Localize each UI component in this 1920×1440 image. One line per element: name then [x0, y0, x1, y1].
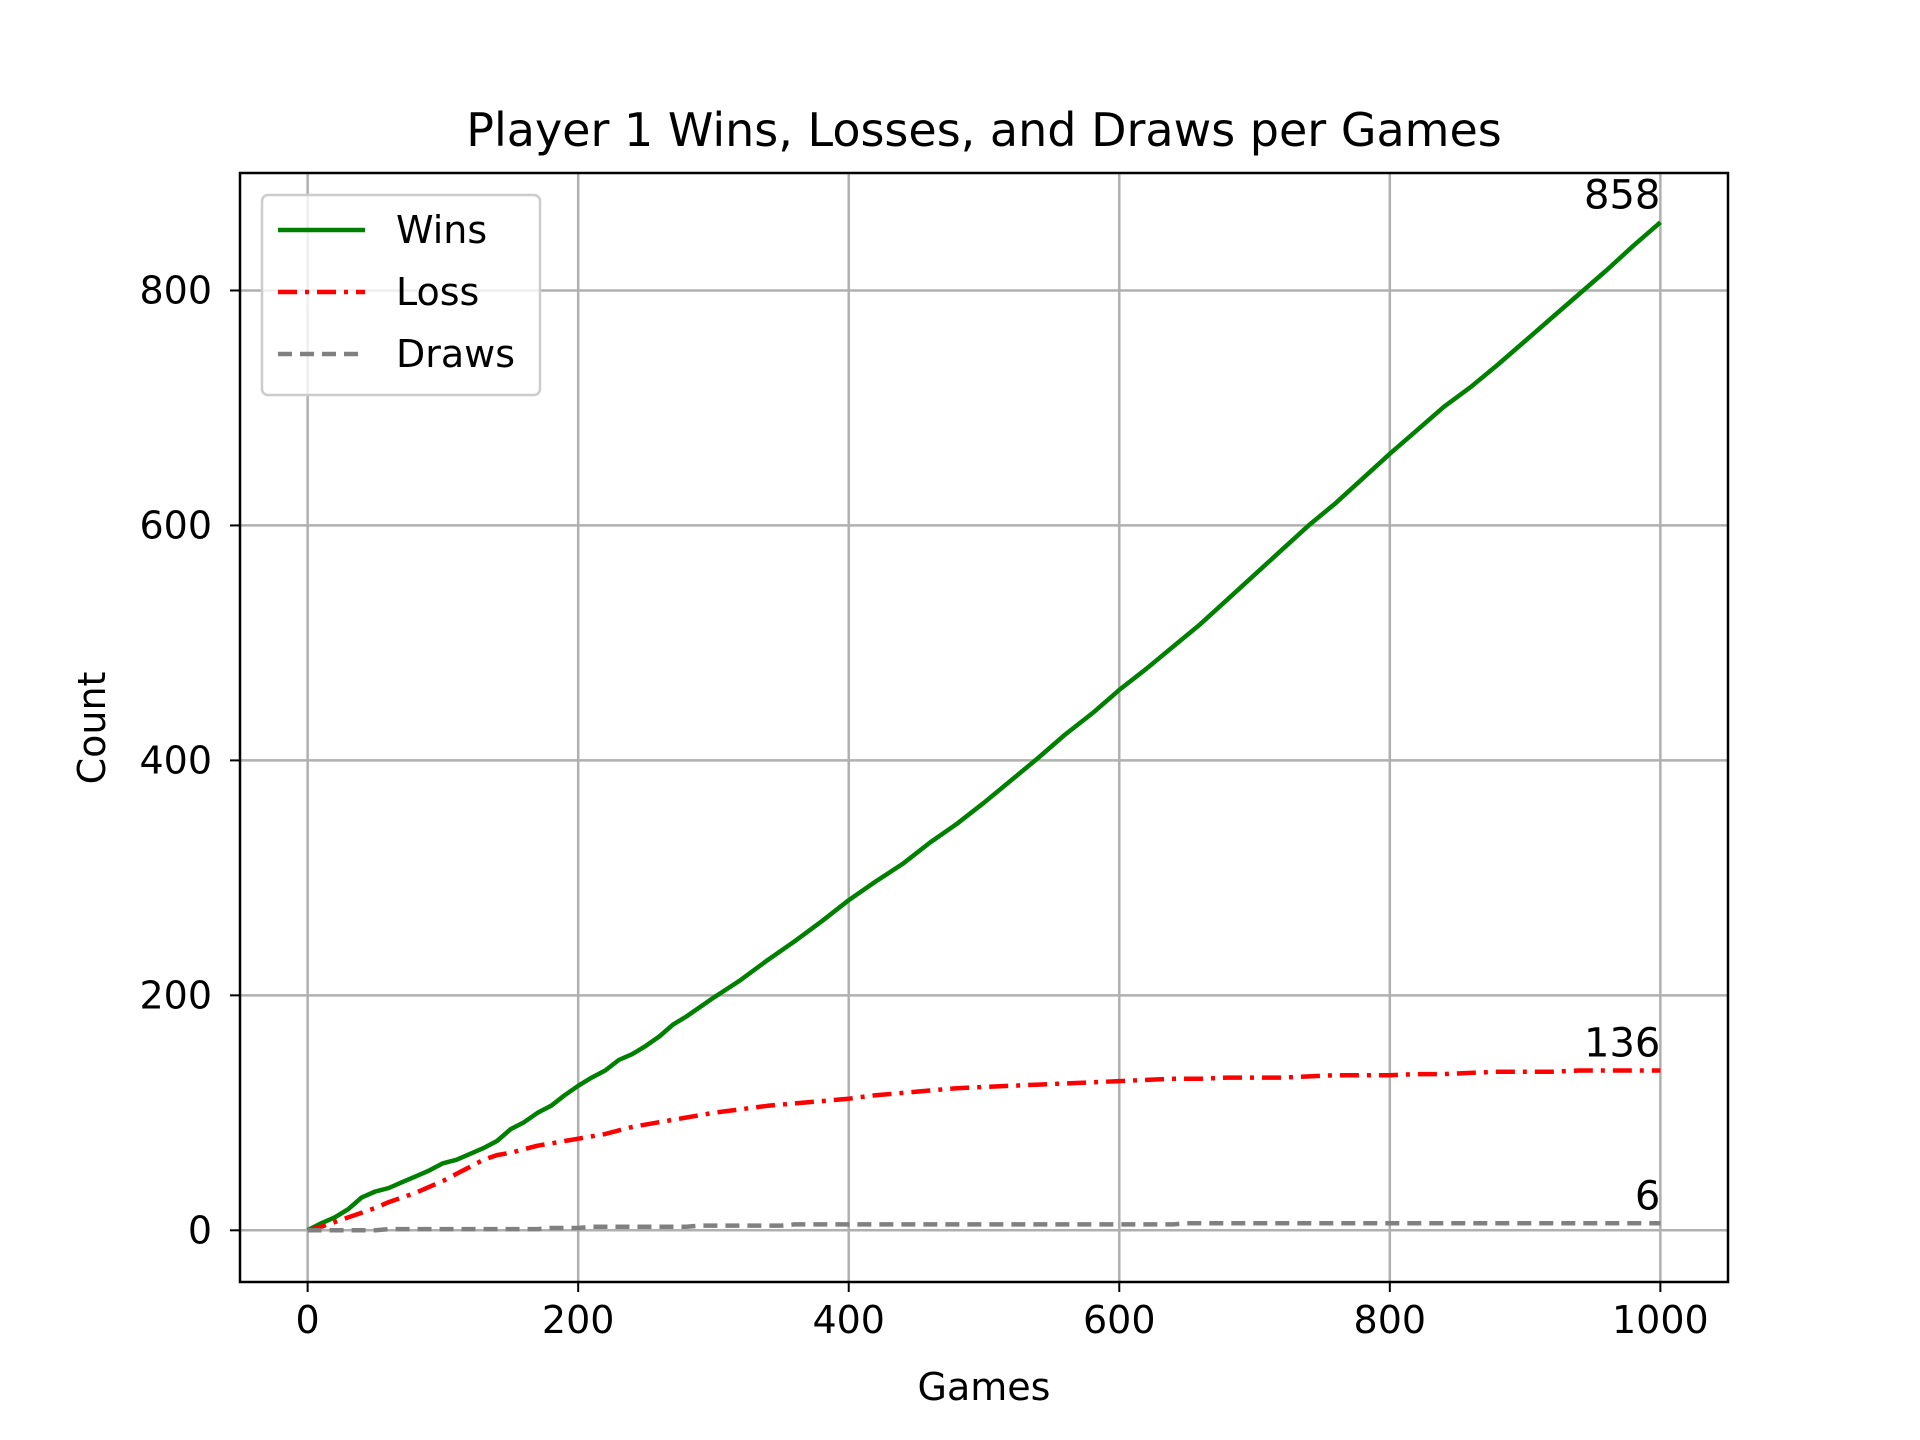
x-tick-label: 600 — [1083, 1298, 1156, 1342]
end-label-draws: 6 — [1635, 1173, 1660, 1219]
plot-frame — [238, 171, 1730, 1284]
end-label-loss: 136 — [1584, 1021, 1660, 1067]
chart-title: Player 1 Wins, Losses, and Draws per Gam… — [466, 103, 1502, 157]
x-tick-label: 1000 — [1612, 1298, 1709, 1342]
y-tick-label: 800 — [139, 268, 212, 312]
end-labels: 858 136 6 — [1584, 172, 1660, 1219]
series-line-loss — [307, 1068, 1661, 1233]
legend-label-wins: Wins — [396, 208, 487, 252]
y-tick-label: 400 — [139, 738, 212, 782]
legend: Wins Loss Draws — [260, 193, 542, 397]
legend-box — [260, 193, 542, 397]
y-tick-label: 600 — [139, 503, 212, 547]
x-tick-label: 0 — [296, 1298, 320, 1342]
grid-lines — [240, 173, 1728, 1282]
series-line-draws — [307, 1221, 1661, 1233]
x-tick-label: 400 — [812, 1298, 885, 1342]
x-axis-label: Games — [918, 1365, 1051, 1409]
axis-ticks: 0 200 400 600 800 1000 0 200 400 600 800 — [139, 268, 1708, 1342]
y-axis-label: Count — [70, 672, 114, 785]
series-line-wins — [306, 220, 1662, 1233]
y-tick-label: 0 — [188, 1208, 212, 1252]
end-label-wins: 858 — [1584, 172, 1660, 218]
y-tick-label: 200 — [139, 973, 212, 1017]
series-lines — [306, 220, 1662, 1233]
legend-label-loss: Loss — [396, 270, 479, 314]
x-tick-label: 800 — [1354, 1298, 1427, 1342]
legend-label-draws: Draws — [396, 332, 515, 376]
x-tick-label: 200 — [542, 1298, 615, 1342]
